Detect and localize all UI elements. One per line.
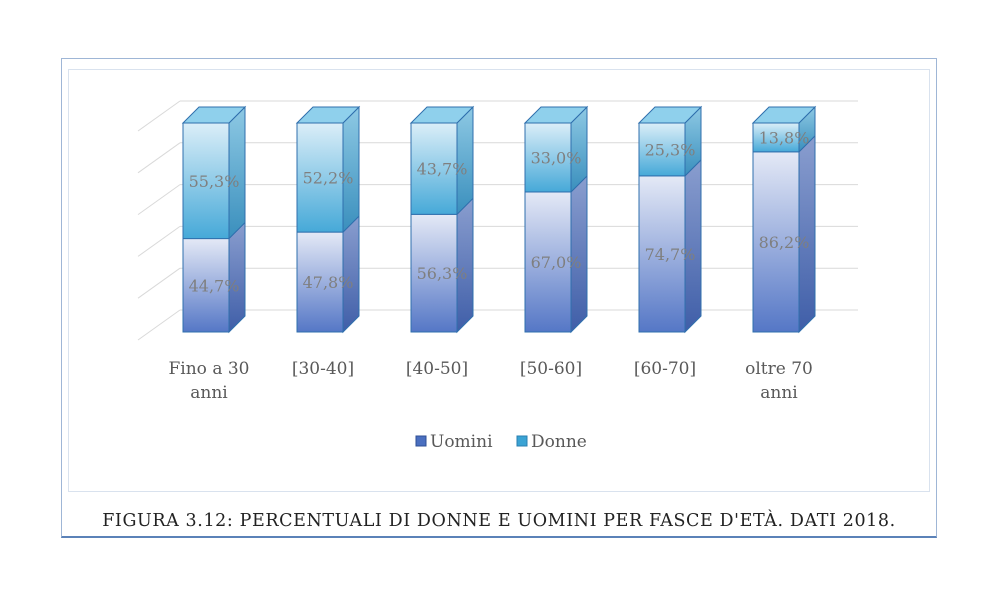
legend-label-uomini: Uomini	[430, 432, 493, 452]
bar-donne-top	[409, 106, 475, 124]
legend-swatch-uomini	[415, 435, 427, 447]
data-label-uomini: 44,7%	[189, 276, 240, 295]
gridline-depth	[137, 184, 181, 216]
data-label-donne: 52,2%	[303, 169, 354, 188]
chart-area	[68, 69, 930, 492]
bar-uomini-front	[638, 175, 686, 333]
data-label-donne: 25,3%	[645, 140, 696, 159]
legend-label-donne: Donne	[531, 432, 587, 452]
data-label-donne: 55,3%	[189, 172, 240, 191]
data-labels: 44,7% 55,3% 47,8% 52,2% 56,3% 43,7% 67,0% 33,0%…	[189, 128, 810, 295]
category-label: anni	[760, 383, 798, 403]
data-label-uomini: 74,7%	[645, 245, 696, 264]
bar-uomini-front	[752, 151, 800, 333]
figure-caption: FIGURA 3.12: PERCENTUALI DI DONNE E UOMI…	[102, 511, 896, 531]
category-label: [50-60]	[520, 359, 582, 379]
legend-swatch-donne	[516, 435, 528, 447]
bar-uomini-front	[182, 238, 230, 333]
data-label-donne: 33,0%	[531, 148, 582, 167]
bar-donne-front	[182, 122, 230, 240]
bar-uomini-front	[410, 213, 458, 333]
bars	[181, 105, 817, 334]
data-label-uomini: 56,3%	[417, 264, 468, 283]
gridline-depth	[137, 267, 181, 299]
gridlines	[137, 100, 858, 341]
bar-donne-top	[295, 106, 361, 124]
legend: Uomini Donne	[415, 432, 587, 452]
bar-uomini-front	[296, 231, 344, 333]
bar-donne-top	[181, 106, 247, 124]
category-label: anni	[190, 383, 228, 403]
data-label-uomini: 47,8%	[303, 273, 354, 292]
data-label-uomini: 86,2%	[759, 233, 810, 252]
bar-donne-top	[523, 106, 589, 124]
bar-donne-top	[637, 106, 703, 124]
bar-donne-front	[752, 122, 800, 153]
category-label: [40-50]	[406, 359, 468, 379]
bar-uomini-front	[524, 191, 572, 333]
gridline-depth	[137, 100, 181, 132]
category-labels: Fino a 30 anni [30-40] [40-50] [50-60] [60-70…	[169, 359, 813, 403]
category-label: Fino a 30	[169, 359, 250, 379]
gridline-depth	[137, 142, 181, 174]
data-label-donne: 43,7%	[417, 160, 468, 179]
gridline-depth	[137, 225, 181, 257]
data-label-uomini: 67,0%	[531, 253, 582, 272]
category-label: [30-40]	[292, 359, 354, 379]
category-label: oltre 70	[745, 359, 813, 379]
bar-donne-top	[751, 106, 817, 124]
bar-donne-front	[410, 122, 458, 215]
gridline-depth	[137, 309, 181, 341]
category-label: [60-70]	[634, 359, 696, 379]
data-label-donne: 13,8%	[759, 128, 810, 147]
